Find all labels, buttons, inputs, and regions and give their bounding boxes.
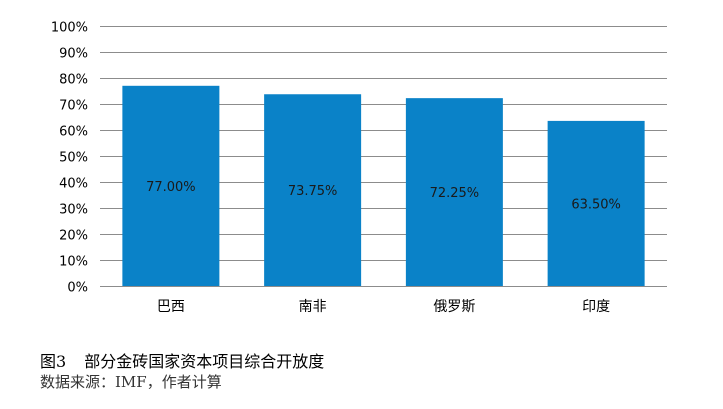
y-tick-label: 50% [59,151,88,166]
bar [264,94,362,286]
y-tick-label: 20% [59,229,88,244]
bar [405,98,503,287]
data-label: 73.75% [288,184,338,199]
bar [122,85,220,286]
figure-title: 部分金砖国家资本项目综合开放度 [84,352,325,371]
figure-caption: 图3 部分金砖国家资本项目综合开放度 [40,348,324,372]
bars [122,85,645,287]
figure-number: 图3 [40,352,67,371]
y-tick-label: 30% [59,203,88,218]
y-tick-label: 90% [59,47,88,62]
y-axis-ticks: 0% 10% 20% 30% 40% 50% 60% 70% 80% 90% 100% [51,21,88,296]
y-tick-label: 40% [59,177,88,192]
data-labels: 77.00% 73.75% 72.25% 63.50% [146,180,621,213]
data-label: 77.00% [146,180,196,195]
y-tick-label: 60% [59,125,88,140]
x-tick-label: 印度 [582,299,610,315]
bar-chart: 0% 10% 20% 30% 40% 50% 60% 70% 80% 90% 100% 77.00%… [51,21,667,315]
x-axis-ticks: 巴西 南非 俄罗斯 印度 [157,299,610,315]
data-source-note: 数据来源：IMF，作者计算 [40,373,222,391]
x-tick-label: 南非 [299,299,327,315]
data-label: 63.50% [571,197,621,212]
y-tick-label: 100% [51,21,88,36]
x-tick-label: 巴西 [157,299,185,315]
y-tick-label: 80% [59,73,88,88]
y-tick-label: 0% [67,281,88,296]
y-tick-label: 70% [59,99,88,114]
x-tick-label: 俄罗斯 [433,299,475,315]
data-label: 72.25% [430,186,480,201]
y-tick-label: 10% [59,255,88,270]
bar [547,120,645,287]
